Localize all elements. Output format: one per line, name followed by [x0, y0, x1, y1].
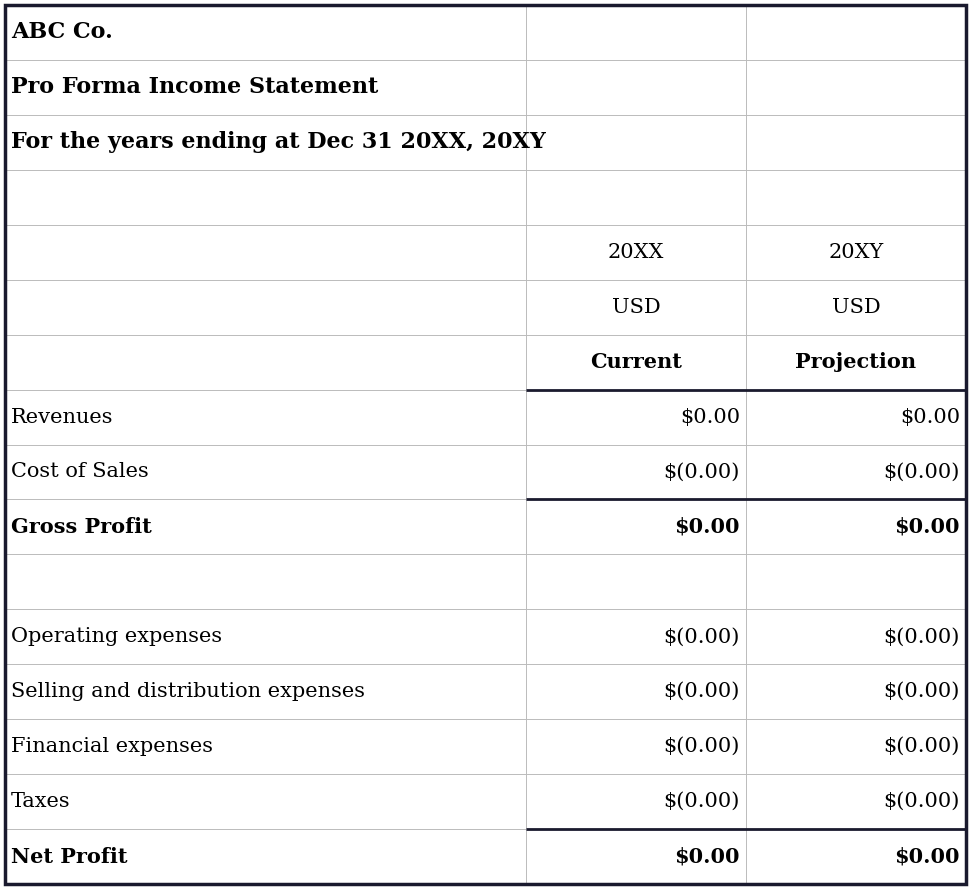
Text: Financial expenses: Financial expenses	[11, 737, 213, 757]
Text: Cost of Sales: Cost of Sales	[11, 462, 149, 482]
Text: $0.00: $0.00	[894, 846, 960, 867]
Text: 20XX: 20XX	[608, 243, 664, 261]
Text: $(0.00): $(0.00)	[884, 792, 960, 811]
Text: $(0.00): $(0.00)	[663, 792, 740, 811]
Text: USD: USD	[612, 298, 660, 316]
Text: 20XY: 20XY	[828, 243, 884, 261]
Text: Pro Forma Income Statement: Pro Forma Income Statement	[11, 76, 379, 99]
Text: Selling and distribution expenses: Selling and distribution expenses	[11, 682, 365, 701]
Text: For the years ending at Dec 31 20XX, 20XY: For the years ending at Dec 31 20XX, 20X…	[11, 132, 546, 153]
Text: $0.00: $0.00	[675, 846, 740, 867]
Text: $(0.00): $(0.00)	[663, 682, 740, 701]
Text: $(0.00): $(0.00)	[663, 737, 740, 757]
Text: $(0.00): $(0.00)	[663, 462, 740, 482]
Text: ABC Co.: ABC Co.	[11, 21, 113, 44]
Text: $0.00: $0.00	[900, 407, 960, 427]
Text: $0.00: $0.00	[894, 517, 960, 537]
Text: Net Profit: Net Profit	[11, 846, 127, 867]
Text: Gross Profit: Gross Profit	[11, 517, 151, 537]
Text: $(0.00): $(0.00)	[663, 628, 740, 646]
Text: $(0.00): $(0.00)	[884, 737, 960, 757]
Text: Projection: Projection	[795, 352, 917, 372]
Text: $0.00: $0.00	[680, 407, 740, 427]
Text: Taxes: Taxes	[11, 792, 71, 811]
Text: Operating expenses: Operating expenses	[11, 628, 222, 646]
Text: $(0.00): $(0.00)	[884, 628, 960, 646]
Text: Current: Current	[590, 352, 682, 372]
Text: $0.00: $0.00	[675, 517, 740, 537]
Text: $(0.00): $(0.00)	[884, 682, 960, 701]
Text: $(0.00): $(0.00)	[884, 462, 960, 482]
Text: USD: USD	[831, 298, 881, 316]
Text: Revenues: Revenues	[11, 407, 114, 427]
